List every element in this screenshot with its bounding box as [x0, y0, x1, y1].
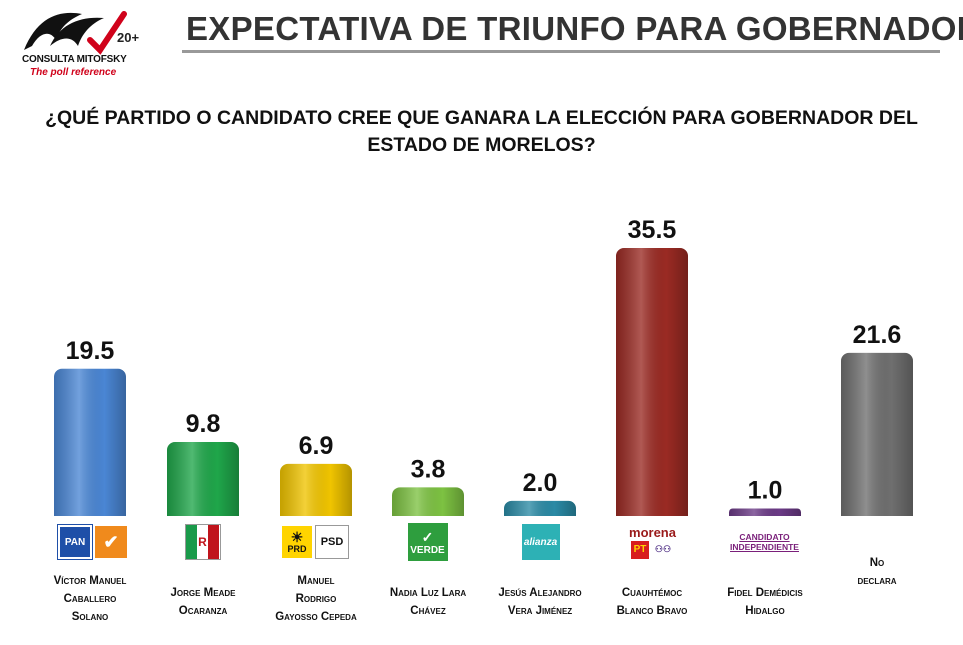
data-label-4: 3.8	[411, 455, 446, 483]
pri-logo-icon: R	[184, 524, 221, 560]
candidate-name-line: Jesús Alejandro	[498, 587, 582, 599]
brand-tagline: The poll reference	[30, 67, 117, 78]
candidate-name-3: Manuel Rodrigo Gayosso Cepeda	[256, 572, 376, 626]
candidate-name-line: Jorge Meade	[170, 587, 236, 599]
party-logos-meade: R	[165, 522, 240, 562]
candidate-name-line: Solano	[71, 611, 109, 623]
candidate-names-row: Víctor Manuel Caballero Solano Jorge Meade O…	[0, 557, 963, 642]
morena-logo-icon: morena	[629, 524, 676, 540]
data-label-3: 6.9	[299, 432, 334, 460]
party-logos-caballero: PAN ✔	[55, 522, 130, 562]
consulta-mitofsky-logo	[20, 6, 170, 86]
data-label-8: 21.6	[853, 321, 902, 349]
candidate-name-4: Nadia Luz Lara Chávez	[368, 584, 488, 620]
party-logos-gayosso: ☀ PRD PSD	[278, 522, 353, 562]
bar-1	[54, 368, 126, 516]
data-label-7: 1.0	[748, 476, 783, 504]
prd-logo-icon: ☀ PRD	[282, 526, 312, 558]
candidate-name-line: Caballero	[63, 593, 117, 605]
candidate-name-line: Fidel Demédicis	[727, 587, 803, 599]
bar-6	[616, 248, 688, 516]
candidate-name-1: Víctor Manuel Caballero Solano	[30, 572, 150, 626]
candidate-name-line: Blanco Bravo	[616, 605, 688, 617]
candidate-name-line: Manuel	[297, 575, 335, 587]
brand-years: 20+	[117, 30, 140, 45]
data-label-6: 35.5	[628, 216, 677, 244]
candidate-name-5: Jesús Alejandro Vera Jiménez	[480, 584, 600, 620]
brand-name: CONSULTA MITOFSKY	[22, 54, 127, 65]
pes-logo-icon: ⚇⚇	[652, 540, 674, 559]
data-label-1: 19.5	[66, 337, 115, 365]
candidate-name-line: Ocaranza	[178, 605, 228, 617]
candidate-name-line: No	[869, 557, 885, 569]
party-logos-demedicis: CANDIDATO INDEPENDIENTE	[727, 522, 802, 562]
candidate-name-line: Hidalgo	[745, 605, 785, 617]
data-label-2: 9.8	[186, 410, 221, 438]
candidate-name-7: Fidel Demédicis Hidalgo	[705, 584, 825, 620]
psd-logo-icon: PSD	[315, 525, 349, 559]
candidate-name-line: Gayosso Cepeda	[275, 611, 357, 623]
bar-3	[280, 463, 352, 516]
bar-7	[729, 508, 801, 516]
brand-mark-icon	[24, 11, 127, 55]
independiente-logo-icon: CANDIDATO INDEPENDIENTE	[730, 532, 799, 552]
party-logos-row: PAN ✔ R ☀ PRD PSD ✓ VERDE alianza morena P…	[0, 522, 963, 568]
candidate-name-line: Víctor Manuel	[53, 575, 127, 587]
candidate-name-line: Rodrigo	[295, 593, 337, 605]
bar-2	[167, 442, 239, 516]
bar-8	[841, 352, 913, 516]
pt-logo-icon: PT	[631, 540, 649, 559]
party-logos-blanco: morena PT ⚇⚇	[615, 522, 690, 562]
candidate-name-line: Vera Jiménez	[507, 605, 573, 617]
candidate-name-line: Nadia Luz Lara	[389, 587, 467, 599]
bar-4	[392, 487, 464, 516]
mc-logo-icon: ✔	[95, 526, 127, 558]
candidate-name-line: Chávez	[410, 605, 446, 617]
party-logos-vera: alianza	[503, 522, 578, 562]
candidate-name-line: Cuauhtémoc	[621, 587, 683, 599]
candidate-name-line: declara	[857, 575, 897, 587]
candidate-name-6: Cuauhtémoc Blanco Bravo	[592, 584, 712, 620]
page-title: EXPECTATIVA DE TRIUNFO PARA GOBERNADOR	[186, 10, 963, 47]
party-logos-lara: ✓ VERDE	[390, 522, 465, 562]
survey-question: ¿QUÉ PARTIDO O CANDIDATO CREE QUE GANARA…	[45, 107, 918, 156]
candidate-name-8: No declara	[817, 554, 937, 590]
nueva-alianza-logo-icon: alianza	[521, 524, 560, 560]
candidate-name-2: Jorge Meade Ocaranza	[143, 584, 263, 620]
verde-logo-icon: ✓ VERDE	[407, 523, 448, 561]
title-underline	[182, 50, 940, 53]
pan-logo-icon: PAN	[58, 525, 92, 559]
data-label-5: 2.0	[523, 469, 558, 497]
bar-5	[504, 500, 576, 516]
